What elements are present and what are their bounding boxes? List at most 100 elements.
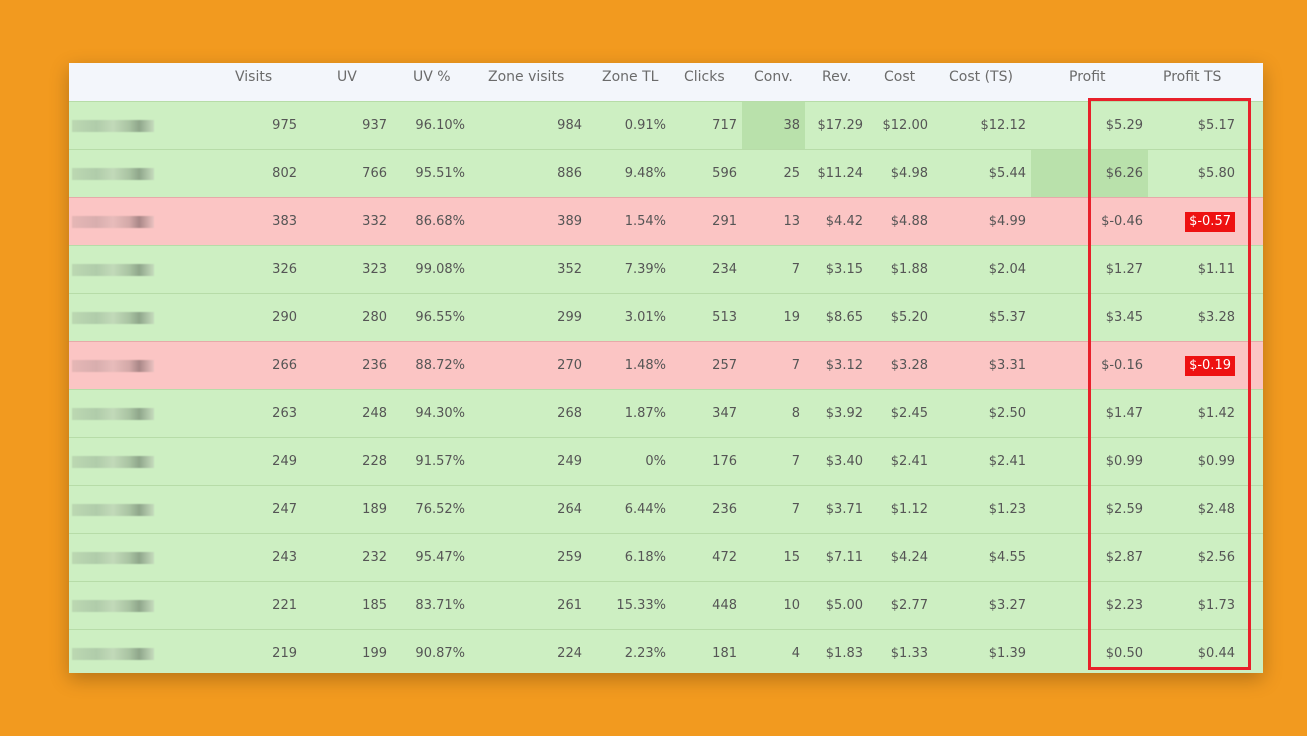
cell-cost-ts: $1.39	[988, 646, 1026, 661]
redacted-zone-id	[72, 600, 154, 612]
cell-profit-ts: $1.73	[1197, 598, 1235, 613]
cell-cost: $1.33	[890, 646, 928, 661]
cell-conv: 10	[783, 598, 800, 613]
cell-visits: 266	[272, 358, 297, 373]
cell-uv-pct: 76.52%	[415, 502, 465, 517]
cell-clicks: 257	[712, 358, 737, 373]
cell-visits: 290	[272, 310, 297, 325]
cell-uv: 280	[362, 310, 387, 325]
cell-conv: 13	[783, 214, 800, 229]
cell-profit: $6.26	[1105, 166, 1143, 181]
cell-profit: $1.27	[1105, 262, 1143, 277]
redacted-zone-id	[72, 456, 154, 468]
cell-uv-pct: 96.10%	[415, 118, 465, 133]
cell-profit: $-0.16	[1101, 358, 1143, 373]
redacted-zone-id	[72, 312, 154, 324]
table-row[interactable]: 266 236 88.72% 270 1.48% 257 7 $3.12 $3.28 $3.31 $…	[69, 341, 1263, 389]
cell-rev: $8.65	[825, 310, 863, 325]
table-row[interactable]: 263 248 94.30% 268 1.87% 347 8 $3.92 $2.45 $2.50 $…	[69, 389, 1263, 437]
cell-uv: 189	[362, 502, 387, 517]
cell-uv: 248	[362, 406, 387, 421]
table-row[interactable]: 219 199 90.87% 224 2.23% 181 4 $1.83 $1.33 $1.39 $…	[69, 629, 1263, 673]
cell-conv: 38	[783, 118, 800, 133]
table-row[interactable]: 802 766 95.51% 886 9.48% 596 25 $11.24 $4.98 $5.4…	[69, 149, 1263, 197]
cell-cost-ts: $1.23	[988, 502, 1026, 517]
column-header-visits[interactable]: Visits	[235, 69, 273, 85]
cell-visits: 383	[272, 214, 297, 229]
cell-rev: $4.42	[825, 214, 863, 229]
cell-conv: 15	[783, 550, 800, 565]
negative-value-badge: $-0.57	[1185, 211, 1235, 232]
cell-visits: 802	[272, 166, 297, 181]
cell-uv-pct: 94.30%	[415, 406, 465, 421]
cell-uv: 228	[362, 454, 387, 469]
cell-cost-ts: $4.99	[988, 214, 1026, 229]
table-row[interactable]: 247 189 76.52% 264 6.44% 236 7 $3.71 $1.12 $1.23 $…	[69, 485, 1263, 533]
cell-zone-tl: 9.48%	[624, 166, 666, 181]
column-header-rev[interactable]: Rev.	[822, 69, 852, 85]
cell-zone-tl: 1.54%	[624, 214, 666, 229]
column-header-uv-pct[interactable]: UV %	[413, 69, 451, 85]
cell-clicks: 236	[712, 502, 737, 517]
column-header-cost-ts[interactable]: Cost (TS)	[949, 69, 1013, 85]
cell-rev: $1.83	[825, 646, 863, 661]
cell-conv: 4	[791, 646, 800, 661]
cell-visits: 975	[272, 118, 297, 133]
table-row[interactable]: 975 937 96.10% 984 0.91% 717 38 $17.29 $12.00 $12…	[69, 101, 1263, 149]
cell-uv: 185	[362, 598, 387, 613]
best-value-highlight	[1091, 150, 1148, 197]
cell-zone-visits: 224	[557, 646, 582, 661]
cell-zone-tl: 1.48%	[624, 358, 666, 373]
column-header-zone-tl[interactable]: Zone TL	[602, 69, 659, 85]
cell-uv: 232	[362, 550, 387, 565]
cell-rev: $3.92	[825, 406, 863, 421]
cell-profit-ts: $1.42	[1197, 406, 1235, 421]
cell-rev: $11.24	[817, 166, 864, 181]
table-row[interactable]: 221 185 83.71% 261 15.33% 448 10 $5.00 $2.77 $3.2…	[69, 581, 1263, 629]
cell-rev: $3.71	[825, 502, 863, 517]
stats-table: Visits UV UV % Zone visits Zone TL Clicks Conv…	[69, 63, 1263, 673]
table-row[interactable]: 243 232 95.47% 259 6.18% 472 15 $7.11 $4.24 $4.55…	[69, 533, 1263, 581]
cell-rev: $3.12	[825, 358, 863, 373]
table-row[interactable]: 249 228 91.57% 249 0% 176 7 $3.40 $2.41 $2.41 $0.9…	[69, 437, 1263, 485]
table-header: Visits UV UV % Zone visits Zone TL Clicks Conv…	[69, 63, 1263, 101]
cell-zone-visits: 389	[557, 214, 582, 229]
cell-cost-ts: $3.27	[988, 598, 1026, 613]
table-row[interactable]: 290 280 96.55% 299 3.01% 513 19 $8.65 $5.20 $5.37…	[69, 293, 1263, 341]
cell-rev: $3.40	[825, 454, 863, 469]
cell-zone-tl: 6.44%	[624, 502, 666, 517]
cell-rev: $7.11	[825, 550, 863, 565]
cell-profit-ts: $5.80	[1197, 166, 1235, 181]
table-row[interactable]: 326 323 99.08% 352 7.39% 234 7 $3.15 $1.88 $2.04 $…	[69, 245, 1263, 293]
cell-uv: 937	[362, 118, 387, 133]
column-header-clicks[interactable]: Clicks	[684, 69, 725, 85]
cell-clicks: 347	[712, 406, 737, 421]
column-header-zone-visits[interactable]: Zone visits	[488, 69, 565, 85]
cell-zone-tl: 6.18%	[624, 550, 666, 565]
cell-cost-ts: $5.44	[988, 166, 1026, 181]
cell-profit-ts: $2.56	[1197, 550, 1235, 565]
cell-zone-tl: 0.91%	[624, 118, 666, 133]
cell-conv: 8	[791, 406, 800, 421]
cell-profit-ts: $0.99	[1197, 454, 1235, 469]
cell-clicks: 596	[712, 166, 737, 181]
column-header-profit[interactable]: Profit	[1069, 69, 1106, 85]
table-row[interactable]: 383 332 86.68% 389 1.54% 291 13 $4.42 $4.88 $4.99…	[69, 197, 1263, 245]
cell-cost-ts: $12.12	[980, 118, 1027, 133]
column-header-conv[interactable]: Conv.	[754, 69, 793, 85]
column-header-uv[interactable]: UV	[337, 69, 357, 85]
cell-profit-ts: $5.17	[1197, 118, 1235, 133]
cell-conv: 25	[783, 166, 800, 181]
cell-cost-ts: $2.50	[988, 406, 1026, 421]
redacted-zone-id	[72, 264, 154, 276]
cell-cost-ts: $2.04	[988, 262, 1026, 277]
cell-zone-tl: 3.01%	[624, 310, 666, 325]
cell-zone-visits: 299	[557, 310, 582, 325]
column-header-profit-ts[interactable]: Profit TS	[1163, 69, 1222, 85]
cell-cost: $4.88	[890, 214, 928, 229]
cell-profit: $-0.46	[1101, 214, 1143, 229]
column-header-cost[interactable]: Cost	[884, 69, 916, 85]
cell-profit-ts: $0.44	[1197, 646, 1235, 661]
cell-cost: $2.41	[890, 454, 928, 469]
cell-uv-pct: 95.51%	[415, 166, 465, 181]
